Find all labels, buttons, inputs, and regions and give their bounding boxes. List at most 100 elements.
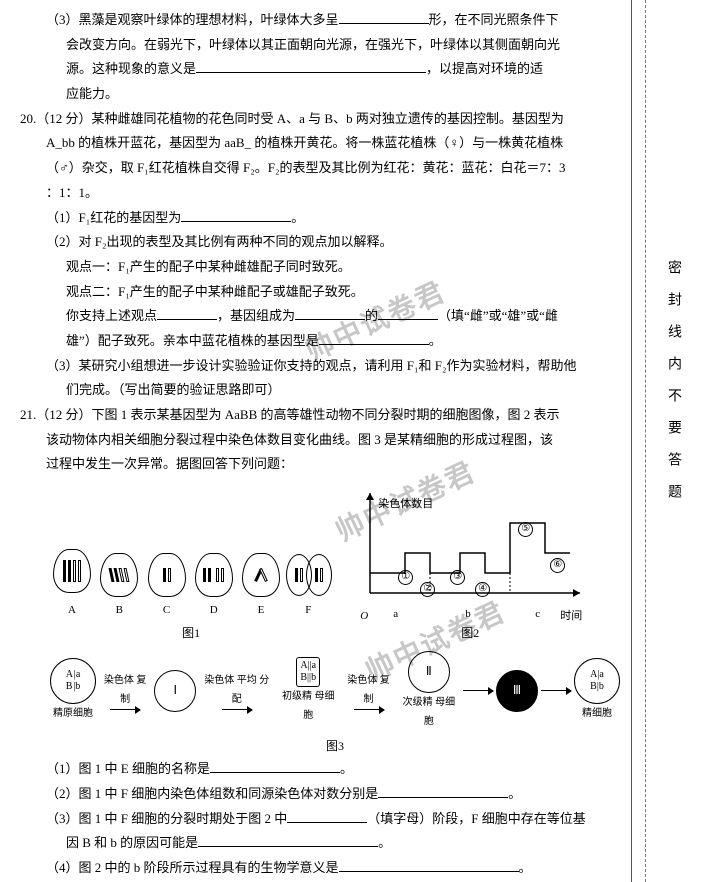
m1: ① [398,570,413,585]
t: （2）图 1 中 F 细胞内染色体组数和同源染色体对数分别是 [46,786,378,801]
t: （填“雌”或“雄”或“雌 [438,308,558,323]
q20-1: （1）F₁红花的基因型为。 [20,206,620,231]
fig3-nM: A||aB||b 初级精 母细胞 [277,657,339,725]
cell-C [148,553,186,597]
t: ，以提高对环境的适 [426,61,543,76]
q21-3c: 因 B 和 b 的原因可能是。 [20,831,620,856]
tc: c [535,604,540,625]
t: 次级精 母细胞 [398,693,460,731]
m3: ③ [450,570,465,585]
q19-3f: 应能力。 [20,82,620,107]
t: Ⅰ [154,670,196,712]
fig1-cap: 图1 [50,622,332,645]
fig3-nII: Ⅱ次级精 母细胞 [398,651,460,731]
lblF: F [286,600,330,621]
q20c: （♂）杂交，取 F₁红花植株自交得 F₂。F₂的表型及其比例为红花：黄花：蓝花：… [20,156,620,181]
cell-F [286,554,332,596]
q21b: 该动物体内相关细胞分裂过程中染色体数目变化曲线。图 3 是某精细胞的形成过程图，… [20,428,620,453]
t: Ⅱ [408,651,450,693]
lblA: A [50,600,94,621]
tb: b [465,604,471,625]
lblD: D [192,600,236,621]
t: （1）F₁红花的基因型为 [46,210,181,225]
q21-2: （2）图 1 中 F 细胞内染色体组数和同源染色体对数分别是。 [20,782,620,807]
m4: ④ [475,582,490,597]
arr5 [541,690,571,691]
cell-A [53,549,91,593]
q20-2g: 雄”）配子致死。亲本中蓝花植株的基因型是。 [20,329,620,354]
figure-2: 染色体数目 ① ② ③ ④ ⑤ ⑥ a b c 时间 O 图2 [350,483,590,644]
fig1-labels: A B C D E F [50,597,332,622]
t: 源。这种现象的意义是 [66,61,196,76]
m6: ⑥ [550,558,565,573]
t: 精原细胞 [53,704,93,723]
q20d: ：1：1。 [20,181,620,206]
blank [339,857,519,872]
arr1: 染色体 复制 [99,671,151,710]
blank [157,305,217,320]
q20-2: （2）对 F₂出现的表型及其比例有两种不同的观点加以解释。 [20,230,620,255]
fig1-cells [50,549,332,597]
blank [339,9,429,24]
t: 精细胞 [582,704,612,723]
q21-3: （3）图 1 中 F 细胞的分裂时期处于图 2 中 （填字母）阶段，F 细胞中存在… [20,807,620,832]
origin: O [360,606,368,627]
margin-dots [645,0,646,882]
blank [295,305,365,320]
blank [378,783,508,798]
m2: ② [420,582,435,597]
exam-page: （3）黑藻是观察叶绿体的理想材料，叶绿体大多呈形，在不同光照条件下 会改变方向。… [0,0,704,882]
q19-3: （3）黑藻是观察叶绿体的理想材料，叶绿体大多呈形，在不同光照条件下 [20,8,620,33]
q20-2c: 你支持上述观点 ，基因组成为 的 （填“雌”或“雄”或“雌 [20,304,620,329]
fig3-nE: A|aB|b 精细胞 [574,658,620,723]
q20-2a: 观点一：F₁产生的配子中某种雌雄配子同时致死。 [20,255,620,280]
t: Ⅲ [496,670,538,712]
fig3-n0: A |aB |b 精原细胞 [50,658,96,723]
lblC: C [145,600,189,621]
t: ，基因组成为 [217,308,295,323]
t: 初级精 母细胞 [277,687,339,725]
q20-2b: 观点二：F₁产生的配子中某种雌配子或雄配子致死。 [20,280,620,305]
margin-text: 密封线内不要答题 [663,260,683,516]
q20: 20.（12 分）某种雌雄同花植物的花色同时受 A、a 与 B、b 两对独立遗传… [20,107,620,132]
figure-row-1-2: A B C D E F 图1 [20,483,620,644]
t: 雄”）配子致死。亲本中蓝花植株的基因型是 [66,333,319,348]
fig2-xlab: 时间 [560,606,582,627]
right-margin: 密封线内不要答题 [631,0,701,882]
t: （填字母）阶段，F 细胞中存在等位基 [367,811,585,826]
fig2-cap: 图2 [350,622,590,645]
t: 你支持上述观点 [66,308,157,323]
fig3-nI: Ⅰ [154,670,196,712]
blank [198,832,378,847]
t: 因 B 和 b 的原因可能是 [66,835,198,850]
q21c: 过程中发生一次异常。据图回答下列问题： [20,452,620,477]
m5: ⑤ [518,522,533,537]
figure-3: A |aB |b 精原细胞 染色体 复制 Ⅰ 染色体 平均 分配 A||aB||… [20,651,620,731]
cell-B [100,553,138,597]
q19-3d: 源。这种现象的意义是 ，以提高对环境的适 [20,57,620,82]
q21: 21.（12 分）下图 1 表示某基因型为 AaBB 的高等雄性动物不同分裂时期… [20,403,620,428]
t: （3）图 1 中 F 细胞的分裂时期处于图 2 中 [46,811,287,826]
q20-3b: 们完成。（写出简要的验证思路即可） [20,378,620,403]
fig2-ylab: 染色体数目 [378,494,433,515]
blank [181,207,291,222]
page-content: （3）黑藻是观察叶绿体的理想材料，叶绿体大多呈形，在不同光照条件下 会改变方向。… [20,8,620,882]
t: 染色体 复制 [342,671,394,709]
t: 的 [365,308,378,323]
blank [319,330,429,345]
q21-4: （4）图 2 中的 b 阶段所示过程具有的生物学意义是。 [20,856,620,881]
cell-D [195,553,233,597]
fig3-nIII: Ⅲ [496,670,538,712]
arr2: 染色体 平均 分配 [199,671,274,710]
q20-3: （3）某研究小组想进一步设计实验验证你支持的观点，请利用 F₁和 F₂作为实验材… [20,354,620,379]
blank [287,808,367,823]
margin-border [631,0,632,882]
arr4 [463,690,493,691]
t: （4）图 2 中的 b 阶段所示过程具有的生物学意义是 [46,860,339,875]
t: （1）图 1 中 E 细胞的名称是 [46,761,210,776]
lblE: E [239,600,283,621]
lblB: B [97,600,141,621]
arr3: 染色体 复制 [342,671,394,710]
blank [196,58,426,73]
ta: a [393,604,398,625]
